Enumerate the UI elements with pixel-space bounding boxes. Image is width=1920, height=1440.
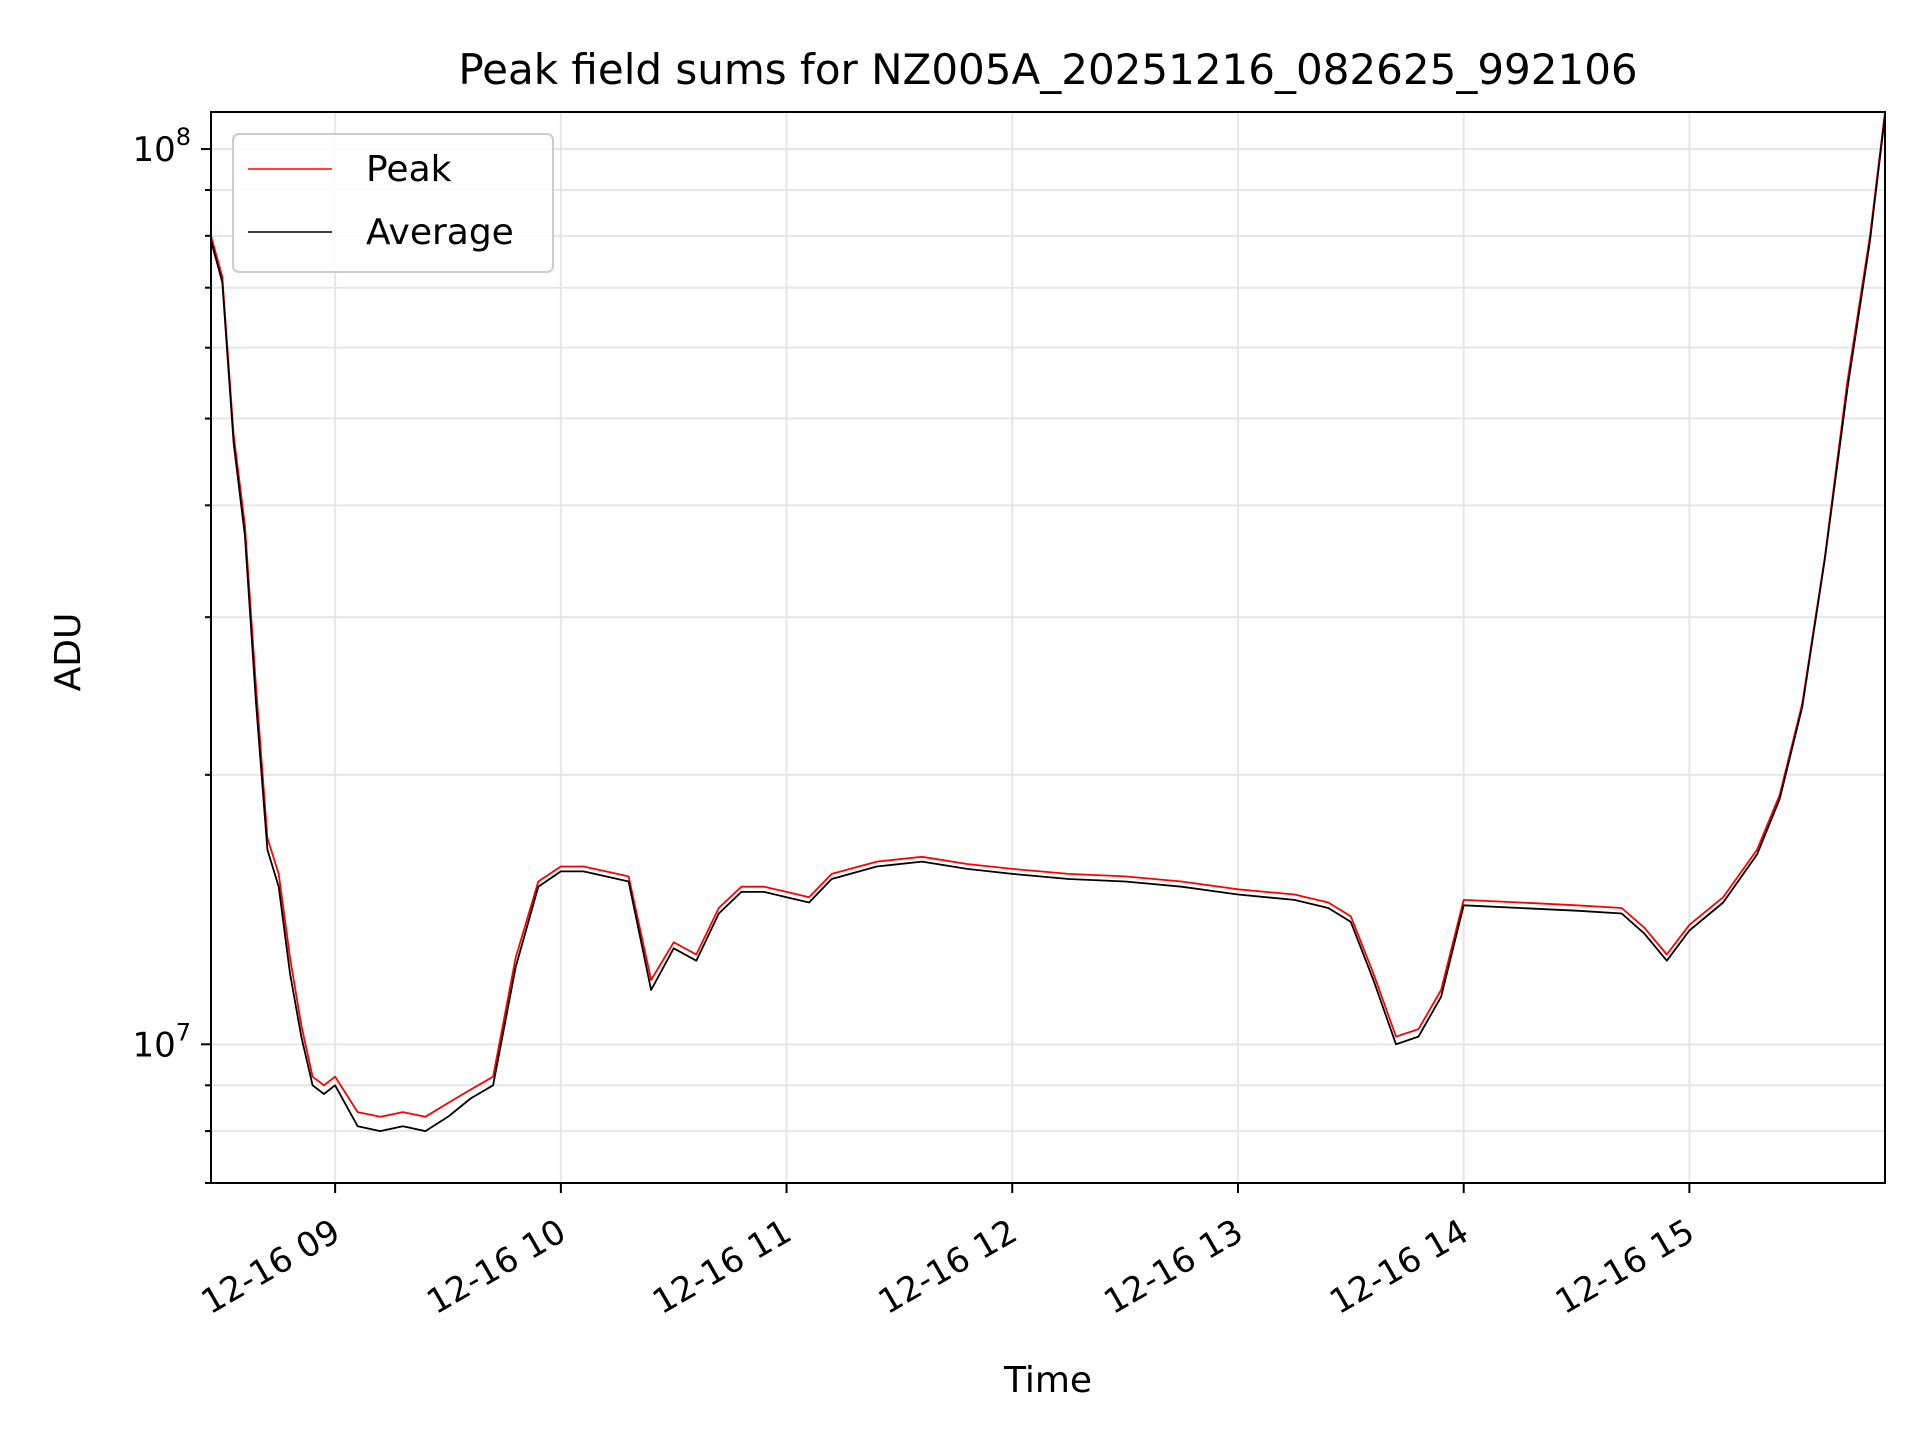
series-line-peak <box>210 111 1886 1118</box>
series-line-average <box>210 115 1886 1132</box>
grid <box>211 112 1885 1184</box>
plot-frame <box>210 111 1886 1184</box>
series-lines <box>210 111 1886 1132</box>
y-tick-label: 107 <box>132 1018 191 1065</box>
legend-label-peak: Peak <box>366 149 452 190</box>
y-tick-label: 108 <box>132 123 191 170</box>
legend: Peak Average <box>232 133 554 273</box>
x-axis-label: Time <box>1003 1360 1092 1401</box>
chart-title: Peak field sums for NZ005A_20251216_0826… <box>458 45 1637 94</box>
y-axis-label: ADU <box>48 613 89 692</box>
legend-label-average: Average <box>366 212 514 253</box>
